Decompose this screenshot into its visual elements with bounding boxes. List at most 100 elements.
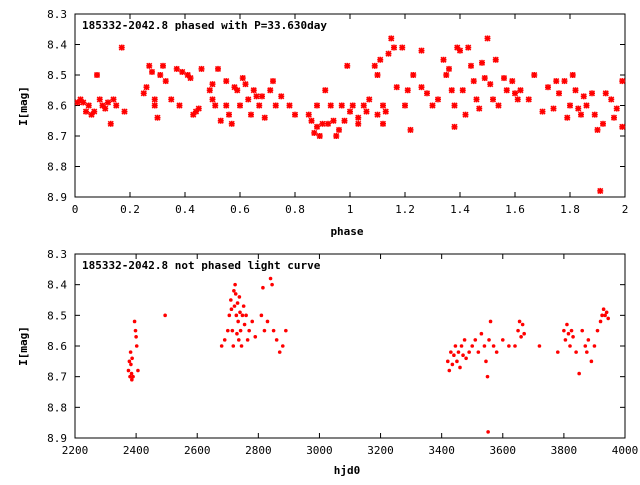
phased-data-point xyxy=(355,114,362,121)
unphased-data-point xyxy=(513,344,517,348)
phased-data-point xyxy=(344,62,351,69)
phased-data-point xyxy=(256,102,263,109)
unphased-data-point xyxy=(230,328,235,333)
phased-data-point xyxy=(324,120,332,127)
unphased-x-tick-label: 2800 xyxy=(245,444,272,457)
phased-data-point xyxy=(242,81,249,88)
phased-data-point xyxy=(550,105,557,112)
phased-data-point xyxy=(179,68,186,76)
phased-data-point xyxy=(278,93,285,100)
phased-y-tick-label: 8.4 xyxy=(47,39,67,52)
phased-data-point xyxy=(418,84,425,91)
phased-data-point xyxy=(258,93,266,100)
phased-x-tick-label: 1.4 xyxy=(450,203,470,216)
unphased-data-point xyxy=(235,331,239,336)
phased-data-point xyxy=(223,78,230,85)
phased-data-point xyxy=(247,111,255,118)
unphased-data-point xyxy=(277,350,282,354)
phased-data-point xyxy=(214,65,222,72)
phased-data-point xyxy=(253,93,260,100)
unphased-data-point xyxy=(479,331,484,336)
unphased-data-point xyxy=(229,307,234,312)
phased-data-point xyxy=(388,35,395,42)
phased-data-point xyxy=(261,114,268,121)
phased-data-point xyxy=(313,123,321,130)
unphased-data-point xyxy=(132,319,137,324)
phased-y-tick-label: 8.3 xyxy=(47,8,67,21)
phased-data-point xyxy=(619,123,626,130)
phased-data-point xyxy=(118,44,125,51)
unphased-data-point xyxy=(241,304,246,308)
phased-y-tick-label: 8.5 xyxy=(47,69,67,82)
phased-data-point xyxy=(140,90,147,97)
phased-data-point xyxy=(481,74,488,82)
unphased-data-point xyxy=(598,319,603,324)
unphased-data-point xyxy=(222,338,227,342)
phased-data-point xyxy=(451,123,458,130)
unphased-data-point xyxy=(163,313,167,318)
phased-data-point xyxy=(96,96,103,103)
phased-data-point xyxy=(608,96,615,103)
unphased-data-point xyxy=(262,328,267,333)
phased-data-point xyxy=(374,111,381,118)
phased-data-point xyxy=(319,120,326,127)
phased-data-point xyxy=(509,78,516,85)
unphased-y-tick-label: 8.9 xyxy=(47,432,67,445)
phased-data-point xyxy=(390,44,398,51)
unphased-data-point xyxy=(473,338,478,342)
phased-data-point xyxy=(456,47,464,54)
unphased-data-point xyxy=(516,328,520,333)
phased-data-point xyxy=(407,126,414,133)
phased-data-point xyxy=(206,87,213,94)
phased-data-point xyxy=(346,108,354,115)
unphased-data-point xyxy=(491,344,496,348)
phased-data-point xyxy=(399,44,406,51)
phased-data-point xyxy=(143,84,150,91)
phased-data-point xyxy=(478,59,486,66)
phased-x-tick-label: 1 xyxy=(347,203,354,216)
phased-data-point xyxy=(313,102,321,109)
phased-x-tick-label: 1.8 xyxy=(560,203,580,216)
unphased-data-point xyxy=(487,338,491,342)
phased-y-tick-label: 8.8 xyxy=(47,161,67,174)
phased-data-point xyxy=(379,102,387,109)
unphased-data-point xyxy=(233,282,237,287)
unphased-data-point xyxy=(247,328,251,333)
unphased-chart-title: 185332-2042.8 not phased light curve xyxy=(82,259,321,272)
phased-data-point xyxy=(423,90,431,97)
unphased-data-point xyxy=(232,289,236,293)
unphased-data-point xyxy=(604,310,609,315)
unphased-data-point xyxy=(486,430,490,434)
unphased-data-point xyxy=(130,377,134,382)
phased-data-point xyxy=(602,90,609,97)
phased-data-point xyxy=(487,81,494,88)
phased-data-point xyxy=(401,102,409,109)
phased-data-point xyxy=(104,99,112,106)
phased-data-point xyxy=(157,71,164,79)
unphased-data-point xyxy=(447,368,452,373)
phased-data-point xyxy=(198,65,205,72)
phased-data-point xyxy=(393,84,400,91)
unphased-x-axis: 2200 2400 2600 2800 3000 3200 3400 3600 3800 4000 xyxy=(62,254,638,457)
phased-data-point xyxy=(162,78,169,85)
phased-data-point xyxy=(305,111,312,118)
unphased-data-point xyxy=(459,344,464,348)
unphased-data-point xyxy=(467,350,471,354)
unphased-data-point xyxy=(238,328,243,333)
phased-data-point xyxy=(335,126,343,133)
unphased-data-point xyxy=(500,338,505,342)
phased-data-point xyxy=(572,87,579,94)
unphased-x-tick-label: 3800 xyxy=(551,444,578,457)
unphased-data-point xyxy=(450,362,455,367)
phased-data-point xyxy=(308,117,315,124)
phased-data-point xyxy=(225,111,233,118)
phased-data-point xyxy=(173,65,180,72)
phased-x-axis-label: phase xyxy=(330,225,363,238)
unphased-data-point xyxy=(485,374,490,379)
phased-data-point xyxy=(159,62,167,69)
unphased-data-point xyxy=(488,319,493,324)
phased-data-point xyxy=(575,105,582,112)
phased-data-point xyxy=(382,108,389,115)
unphased-data-point xyxy=(494,350,499,354)
